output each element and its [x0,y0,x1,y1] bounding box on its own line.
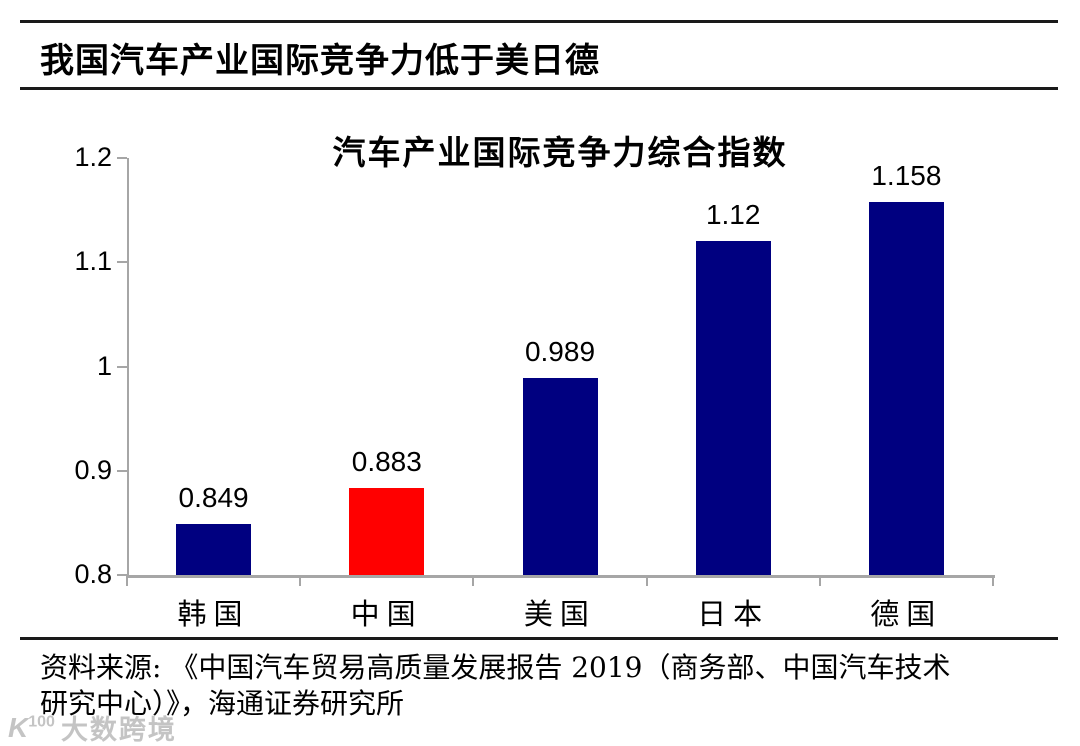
x-axis-label-韩国: 韩国 [177,597,250,631]
bar-韩国 [176,523,252,575]
y-tick-1.1 [117,261,127,264]
y-tick-0.8 [117,574,127,576]
page-title: 我国汽车产业国际竞争力低于美日德 [40,41,600,81]
y-axis-label-1: 1 [96,350,112,381]
chart-title: 汽车产业国际竞争力综合指数 [332,133,788,172]
y-axis-label-0.9: 0.9 [74,454,112,485]
x-tick-5 [992,576,994,586]
x-tick-4 [818,576,821,586]
x-axis-label-中国: 中国 [350,597,423,631]
bar-value-韩国: 0.849 [178,481,249,513]
x-axis-label-日本: 日本 [697,597,770,631]
y-axis-label-1.2: 1.2 [74,142,112,172]
x-tick-0 [126,576,128,586]
watermark-logo-icon: K100 [8,711,55,743]
x-axis-label-美国: 美国 [523,597,596,631]
footer-rule [20,637,1058,640]
plot-area [127,158,993,575]
bar-value-德国: 1.158 [871,159,942,191]
source-note: 资料来源: 《中国汽车贸易高质量发展报告 2019（商务部、中国汽车技术 研究中… [40,650,951,722]
x-tick-3 [645,576,648,586]
y-axis-label-0.8: 0.8 [74,559,112,589]
header-top-rule [20,20,1058,23]
bar-value-中国: 0.883 [351,446,422,478]
bar-中国 [349,488,425,575]
y-axis-line [127,158,129,577]
y-tick-1.2 [117,157,127,159]
watermark: K100 大数跨境 [8,708,177,746]
bar-日本 [695,241,771,575]
x-axis-label-德国: 德国 [870,597,943,631]
bar-value-美国: 0.989 [524,335,596,367]
x-tick-2 [472,576,475,586]
watermark-text: 大数跨境 [60,715,177,746]
y-tick-1 [117,365,127,368]
header-bottom-rule [20,87,1058,90]
bar-value-日本: 1.12 [705,199,761,231]
x-axis-line [127,575,995,578]
x-tick-1 [299,576,302,586]
bar-美国 [522,377,598,575]
bar-德国 [868,201,944,575]
y-axis-label-1.1: 1.1 [74,246,112,277]
y-tick-0.9 [117,469,127,472]
source-line-1: 资料来源: 《中国汽车贸易高质量发展报告 2019（商务部、中国汽车技术 [40,651,951,684]
source-line-2: 研究中心）》，海通证券研究所 [40,687,405,720]
